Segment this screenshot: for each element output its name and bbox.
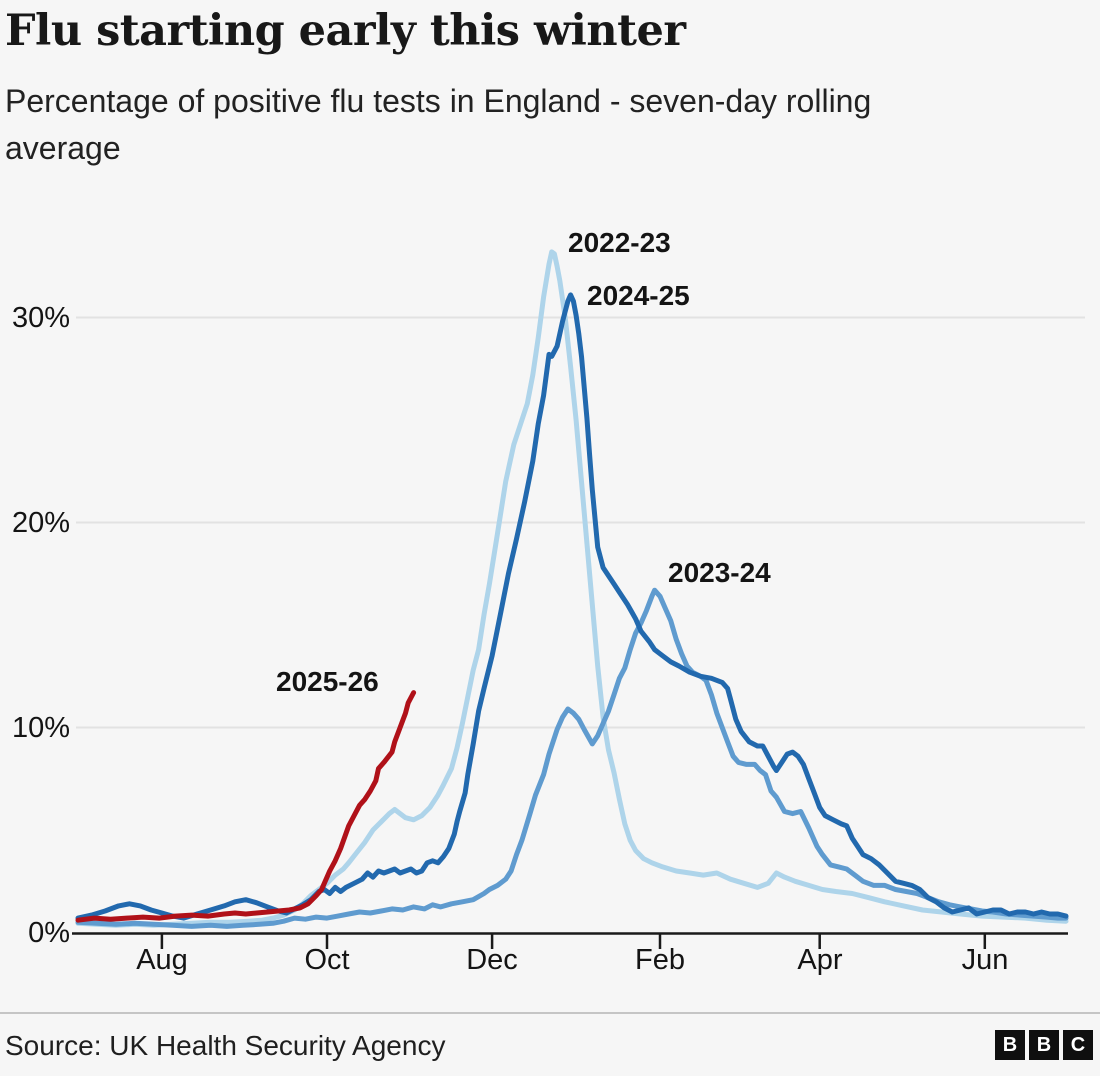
x-tick-label-Oct: Oct xyxy=(304,944,350,976)
series-label-2025-26: 2025-26 xyxy=(276,666,379,697)
bbc-letter: C xyxy=(1070,1033,1086,1056)
source-credit: Source: UK Health Security Agency xyxy=(5,1030,446,1061)
y-tick-label-0%: 0% xyxy=(28,917,70,949)
footer-divider xyxy=(0,1012,1100,1014)
bbc-letter: B xyxy=(1002,1033,1018,1056)
y-tick-label-20%: 20% xyxy=(11,507,70,539)
series-line-2024-25 xyxy=(75,292,1069,921)
x-tick-label-Jun: Jun xyxy=(961,944,1009,976)
x-tick-label-Apr: Apr xyxy=(797,944,843,976)
bbc-logo-block-c: C xyxy=(1063,1030,1093,1060)
series-label-2023-24: 2023-24 xyxy=(668,557,771,588)
series-line-2022-23 xyxy=(75,249,1069,928)
chart-subtitle-line1: Percentage of positive flu tests in Engl… xyxy=(5,83,872,119)
chart-subtitle-line2: average xyxy=(5,130,121,166)
bbc-logo-block-b1: B xyxy=(995,1030,1025,1060)
x-tick-label-Dec: Dec xyxy=(466,944,518,976)
bbc-logo-block-b2: B xyxy=(1029,1030,1059,1060)
bbc-letter: B xyxy=(1036,1033,1052,1056)
series-label-2022-23: 2022-23 xyxy=(568,227,671,258)
chart-subtitle: Percentage of positive flu tests in Engl… xyxy=(5,78,871,172)
series-line-2023-24 xyxy=(75,587,1069,929)
page-title: Flu starting early this winter xyxy=(5,6,686,56)
y-tick-label-30%: 30% xyxy=(11,302,70,334)
bbc-logo: B B C xyxy=(995,1030,1093,1060)
series-line-2025-26 xyxy=(75,690,417,923)
y-tick-label-10%: 10% xyxy=(11,712,70,744)
x-tick-label-Aug: Aug xyxy=(136,944,188,976)
series-label-2024-25: 2024-25 xyxy=(587,280,690,311)
x-tick-label-Feb: Feb xyxy=(635,944,685,976)
